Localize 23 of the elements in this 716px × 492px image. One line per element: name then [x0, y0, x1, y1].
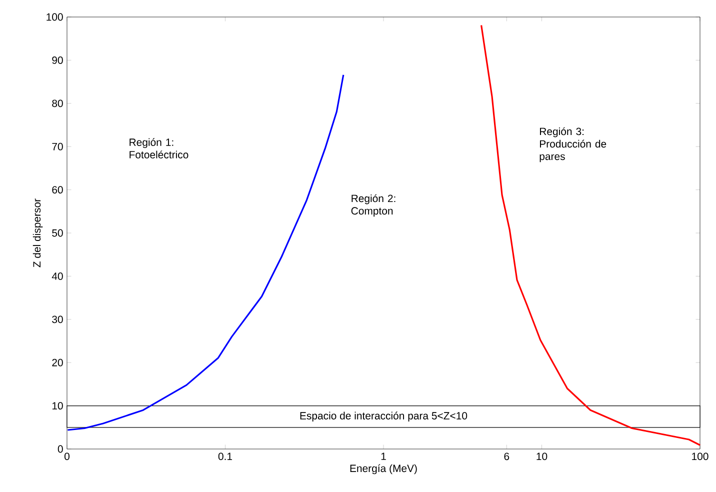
- y-tick-label: 60: [52, 186, 63, 194]
- x-tick-label: 6: [504, 452, 510, 460]
- x-tick-label: 100: [692, 452, 708, 460]
- y-tick-label: 50: [52, 229, 63, 237]
- y-tick-label: 80: [52, 100, 63, 108]
- annotation: Región 1: Fotoeléctrico: [130, 138, 188, 158]
- y-tick-label: 30: [52, 316, 63, 324]
- y-tick-label: 70: [52, 142, 63, 150]
- y-tick-label: 20: [52, 358, 63, 366]
- x-axis-title: Energía (MeV): [350, 464, 417, 474]
- y-tick-label: 0: [58, 445, 63, 453]
- annotation: Región 2: Compton: [351, 194, 396, 217]
- y-axis-title: Z del dispersor: [32, 198, 43, 268]
- y-tick-label: 90: [52, 56, 63, 64]
- y-tick-label: 40: [52, 272, 63, 280]
- x-tick-label: 10: [536, 452, 548, 460]
- x-tick-label: 1: [381, 452, 386, 460]
- y-tick-label: 10: [52, 402, 63, 410]
- x-tick-label: 0.1: [218, 452, 232, 460]
- y-tick-label: 100: [46, 13, 63, 21]
- band-label: Espacio de interacción para 5<Z<10: [300, 412, 468, 422]
- annotation: Región 3: Producción de pares: [540, 127, 606, 162]
- x-tick-label: 0: [64, 452, 70, 460]
